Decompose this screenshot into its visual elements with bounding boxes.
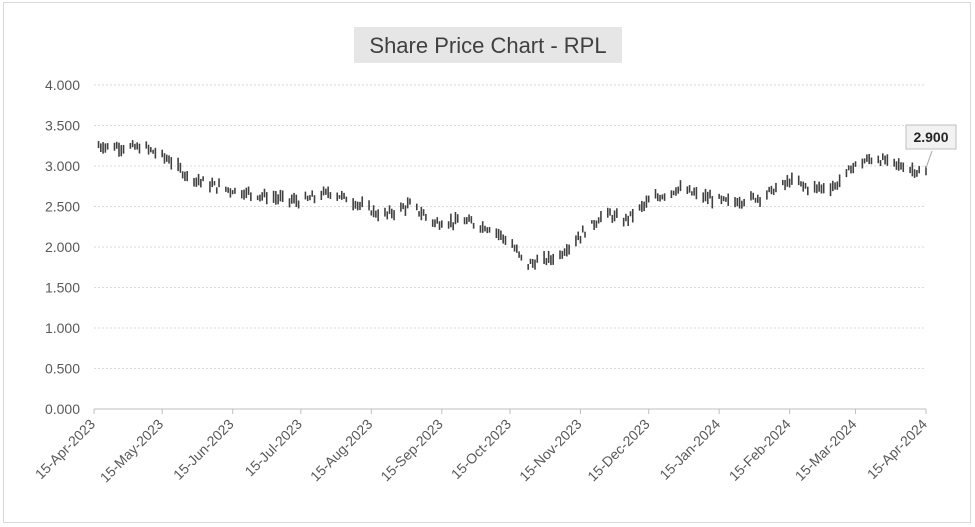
x-tick-label: 15-Feb-2024 <box>726 416 794 484</box>
y-tick-label: 1.000 <box>45 320 80 336</box>
x-tick-label: 15-Dec-2023 <box>584 416 653 485</box>
y-tick-label: 1.500 <box>45 280 80 296</box>
chart-title-background <box>354 27 622 63</box>
x-tick-label: 15-May-2023 <box>97 416 167 486</box>
price-bars <box>97 140 927 270</box>
x-tick-label: 15-Apr-2023 <box>32 416 98 482</box>
y-tick-label: 0.500 <box>45 361 80 377</box>
x-tick-label: 15-Mar-2024 <box>792 416 860 484</box>
x-tick-label: 15-Apr-2024 <box>864 416 930 482</box>
x-tick-label: 15-Jun-2023 <box>170 416 237 483</box>
chart-area: Share Price Chart - RPL 0.000 0.500 1.000 1… <box>3 2 971 523</box>
x-tick-label: 15-Jul-2023 <box>241 416 305 480</box>
y-tick-label: 2.500 <box>45 199 80 215</box>
price-chart: Share Price Chart - RPL 0.000 0.500 1.000 1… <box>32 27 957 486</box>
callout-box <box>905 124 957 150</box>
y-tick-label: 3.500 <box>45 118 80 134</box>
y-tick-label: 4.000 <box>45 77 80 93</box>
y-axis: 0.000 0.500 1.000 1.500 2.000 2.500 3.000 3.500… <box>45 77 80 417</box>
annotations: 2.900 <box>905 124 957 169</box>
x-tick-label: 15-Aug-2023 <box>307 416 376 485</box>
chart-title: Share Price Chart - RPL <box>369 33 606 58</box>
x-tick-label: 15-Oct-2023 <box>448 416 514 482</box>
callout-leader <box>925 150 933 169</box>
y-tick-label: 0.000 <box>45 401 80 417</box>
x-tick-label: 15-Jan-2024 <box>656 416 723 483</box>
last-price-label: 2.900 <box>913 129 948 145</box>
x-tick-label: 15-Sep-2023 <box>377 416 446 485</box>
x-tick-label: 15-Nov-2023 <box>516 416 585 485</box>
y-tick-label: 2.000 <box>45 239 80 255</box>
gridlines <box>94 84 926 369</box>
y-tick-label: 3.000 <box>45 158 80 174</box>
